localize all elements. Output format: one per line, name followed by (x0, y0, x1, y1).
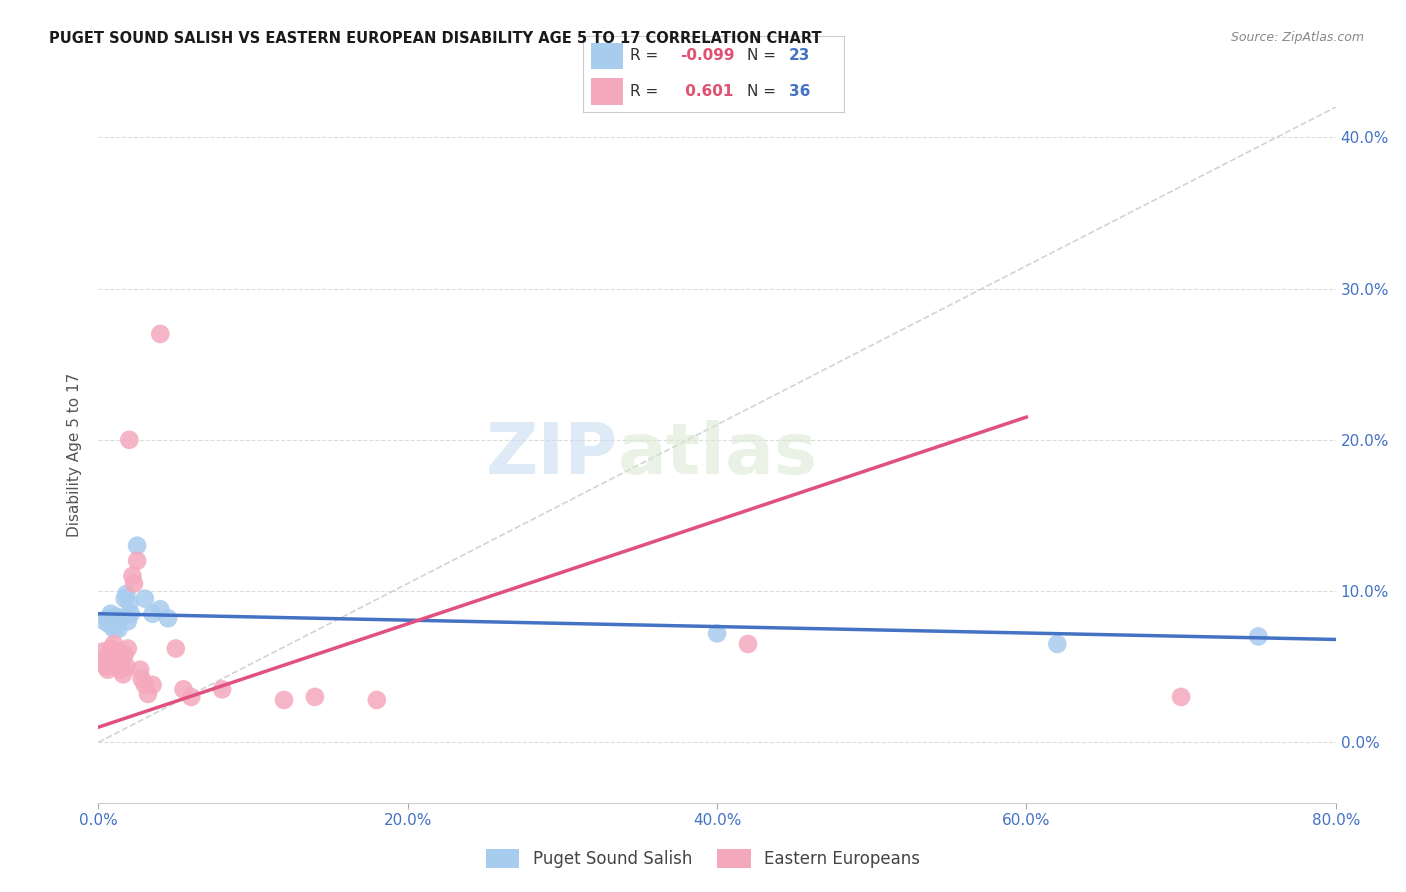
FancyBboxPatch shape (592, 78, 623, 104)
Text: R =: R = (630, 84, 664, 99)
Text: PUGET SOUND SALISH VS EASTERN EUROPEAN DISABILITY AGE 5 TO 17 CORRELATION CHART: PUGET SOUND SALISH VS EASTERN EUROPEAN D… (49, 31, 823, 46)
Point (117, 615, 139, 629)
Point (114, 648, 136, 662)
Point (149, 602, 172, 616)
Point (118, 596, 141, 610)
Text: R =: R = (630, 48, 664, 63)
Point (91, 644, 114, 658)
Point (366, 693, 388, 707)
Point (1170, 690, 1192, 704)
Text: Source: ZipAtlas.com: Source: ZipAtlas.com (1230, 31, 1364, 45)
Legend: Puget Sound Salish, Eastern Europeans: Puget Sound Salish, Eastern Europeans (479, 842, 927, 875)
Point (1046, 637, 1069, 651)
Point (97, 663, 120, 677)
Point (737, 637, 759, 651)
Point (111, 657, 134, 671)
Point (98, 617, 121, 632)
Point (107, 622, 129, 636)
Point (131, 672, 153, 686)
Point (304, 690, 326, 704)
Point (115, 587, 138, 601)
Text: 23: 23 (789, 48, 810, 63)
Point (134, 678, 156, 692)
Point (173, 682, 195, 697)
Text: atlas: atlas (619, 420, 818, 490)
Point (134, 591, 156, 606)
FancyBboxPatch shape (592, 43, 623, 69)
Point (108, 663, 131, 677)
Point (100, 641, 122, 656)
Text: N =: N = (748, 84, 782, 99)
Point (104, 648, 127, 662)
Point (93, 615, 115, 629)
Text: N =: N = (748, 48, 782, 63)
Point (121, 569, 143, 583)
Point (96, 659, 118, 673)
Point (122, 576, 145, 591)
Point (98, 648, 121, 662)
Point (105, 609, 128, 624)
Point (111, 611, 134, 625)
Point (112, 667, 135, 681)
Text: ZIP: ZIP (486, 420, 619, 490)
Point (211, 682, 233, 697)
Point (127, 554, 149, 568)
Point (117, 641, 139, 656)
Text: -0.099: -0.099 (679, 48, 734, 63)
Point (129, 663, 152, 677)
Point (273, 693, 295, 707)
Point (142, 678, 165, 692)
Point (706, 626, 728, 640)
Point (142, 607, 165, 621)
Point (1247, 629, 1270, 643)
Point (103, 622, 125, 636)
Point (100, 607, 122, 621)
Point (101, 611, 124, 625)
Point (136, 687, 159, 701)
Y-axis label: Disability Age 5 to 17: Disability Age 5 to 17 (67, 373, 83, 537)
Point (118, 433, 141, 447)
Point (149, 326, 172, 341)
Point (104, 615, 127, 629)
Point (120, 607, 142, 621)
Point (114, 591, 136, 606)
Point (101, 657, 124, 671)
Point (93, 652, 115, 666)
Point (180, 690, 202, 704)
Point (165, 641, 187, 656)
Text: 0.601: 0.601 (679, 84, 733, 99)
Point (157, 611, 180, 625)
Point (97, 611, 120, 625)
Point (115, 659, 138, 673)
Point (103, 637, 125, 651)
Text: 36: 36 (789, 84, 810, 99)
Point (127, 539, 149, 553)
Point (105, 652, 128, 666)
Point (107, 644, 129, 658)
